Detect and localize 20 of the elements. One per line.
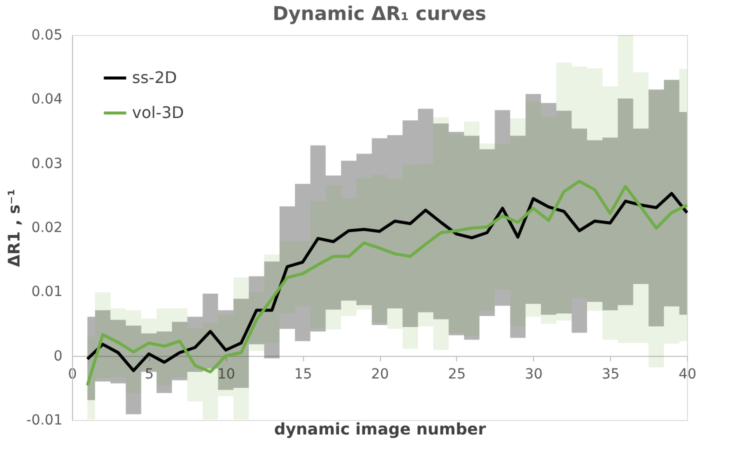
x-axis-title: dynamic image number [274,419,486,438]
y-tick-label: -0.01 [26,412,62,428]
y-tick-label: 0 [54,348,62,364]
y-tick-label: 0.04 [31,92,63,108]
x-tick-label: 15 [294,366,312,382]
legend-label: vol-3D [132,103,184,122]
x-tick-label: 40 [678,366,696,382]
y-tick-label: 0.02 [31,220,62,236]
y-tick-label: 0.05 [31,28,62,44]
x-tick-label: 35 [602,366,620,382]
legend-label: ss-2D [132,68,177,87]
y-tick-label: 0.03 [31,156,62,172]
x-tick-label: 5 [144,366,154,382]
x-tick-label: 30 [524,366,543,382]
x-tick-label: 25 [448,366,466,382]
x-tick-label: 20 [371,366,389,382]
x-tick-label: 10 [217,366,236,382]
chart-title: Dynamic ΔR₁ curves [272,3,486,25]
y-tick-label: 0.01 [31,284,62,300]
y-axis-title: ΔR1 , s⁻¹ [4,188,24,268]
